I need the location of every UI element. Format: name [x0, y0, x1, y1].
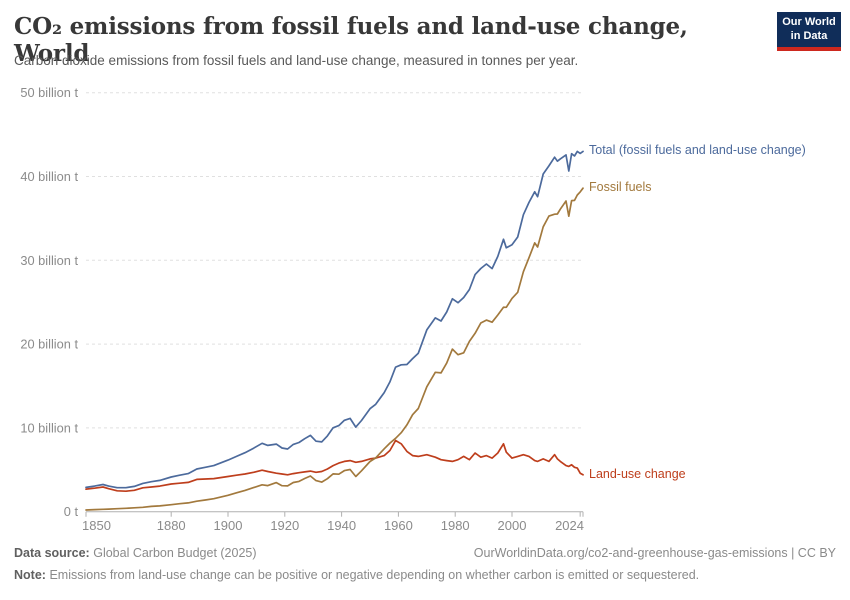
series-line-1 [85, 187, 584, 511]
y-axis-tick-label: 20 billion t [20, 337, 78, 352]
owid-logo[interactable]: Our World in Data [777, 12, 841, 51]
series-line-0 [85, 150, 584, 489]
footer-note-label: Note: [14, 567, 46, 582]
x-axis-tick-label: 1850 [82, 518, 111, 533]
y-axis-tick-label: 50 billion t [20, 85, 78, 100]
series-label-fossil-fuels: Fossil fuels [589, 180, 652, 194]
data-source-label: Data source: [14, 546, 90, 560]
owid-logo-line2: in Data [790, 29, 828, 42]
chart-footer: Data source: Global Carbon Budget (2025)… [14, 545, 836, 584]
x-axis-tick-label: 1960 [384, 518, 413, 533]
line-chart: 0 t 10 billion t 20 billion t 30 billion t 4… [20, 85, 584, 533]
page-title: CO₂ emissions from fossil fuels and land… [14, 13, 688, 67]
footer-note: Note: Emissions from land-use change can… [14, 567, 836, 584]
x-axis-tick-label: 1980 [441, 518, 470, 533]
x-axis-tick-label: 1940 [327, 518, 356, 533]
x-axis-tick-label: 2024 [555, 518, 584, 533]
x-axis-tick-label: 1920 [270, 518, 299, 533]
y-axis-tick-label: 30 billion t [20, 253, 78, 268]
x-axis-tick-label: 1880 [157, 518, 186, 533]
series-label-total: Total (fossil fuels and land-use change) [589, 143, 806, 157]
y-axis-tick-label: 40 billion t [20, 169, 78, 184]
y-axis-tick-label: 10 billion t [20, 420, 78, 435]
owid-logo-line1: Our World [782, 15, 836, 28]
y-axis-tick-label: 0 t [64, 504, 79, 519]
x-axis-tick-label: 1900 [214, 518, 243, 533]
chart-subtitle: Carbon dioxide emissions from fossil fue… [14, 53, 579, 68]
footer-url-link[interactable]: OurWorldinData.org/co2-and-greenhouse-ga… [473, 546, 836, 560]
x-axis-tick-label: 2000 [498, 518, 527, 533]
series-line-2 [85, 439, 584, 493]
footer-note-text: Emissions from land-use change can be po… [49, 567, 700, 582]
series-label-land-use-change: Land-use change [589, 467, 686, 481]
data-source: Data source: Global Carbon Budget (2025) [14, 545, 257, 562]
data-source-text: Global Carbon Budget (2025) [93, 546, 257, 560]
